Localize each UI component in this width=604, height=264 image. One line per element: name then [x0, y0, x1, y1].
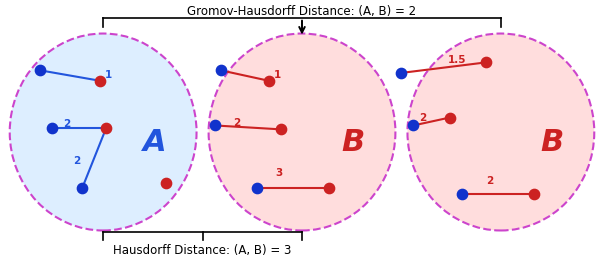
Point: [457, 192, 466, 196]
Ellipse shape: [208, 34, 396, 230]
Text: 2: 2: [419, 112, 426, 122]
Point: [264, 79, 274, 83]
Text: A: A: [143, 128, 166, 157]
Text: Gromov-Hausdorff Distance: (A, B) = 2: Gromov-Hausdorff Distance: (A, B) = 2: [187, 5, 417, 18]
Point: [35, 68, 45, 72]
Point: [252, 186, 262, 191]
Ellipse shape: [10, 34, 196, 230]
Text: 1: 1: [104, 70, 112, 80]
Text: 2: 2: [486, 176, 493, 186]
Point: [216, 68, 225, 72]
Text: 1.5: 1.5: [448, 55, 467, 65]
Text: 1: 1: [274, 70, 281, 80]
Text: 2: 2: [233, 118, 240, 128]
Point: [276, 127, 286, 131]
Point: [445, 115, 454, 120]
Text: 2: 2: [74, 156, 81, 166]
Text: 3: 3: [275, 168, 283, 178]
Point: [210, 123, 219, 128]
Point: [409, 123, 419, 128]
Point: [47, 126, 57, 130]
Point: [95, 79, 105, 83]
Text: Hausdorff Distance: (A, B) = 3: Hausdorff Distance: (A, B) = 3: [114, 244, 292, 257]
Text: 2: 2: [63, 119, 71, 129]
Text: B: B: [541, 128, 564, 157]
Point: [101, 126, 111, 130]
Point: [529, 192, 539, 196]
Point: [481, 60, 490, 64]
Ellipse shape: [408, 34, 594, 230]
Point: [77, 186, 87, 191]
Point: [324, 186, 334, 191]
Point: [162, 181, 172, 185]
Text: B: B: [342, 128, 365, 157]
Point: [397, 71, 406, 75]
